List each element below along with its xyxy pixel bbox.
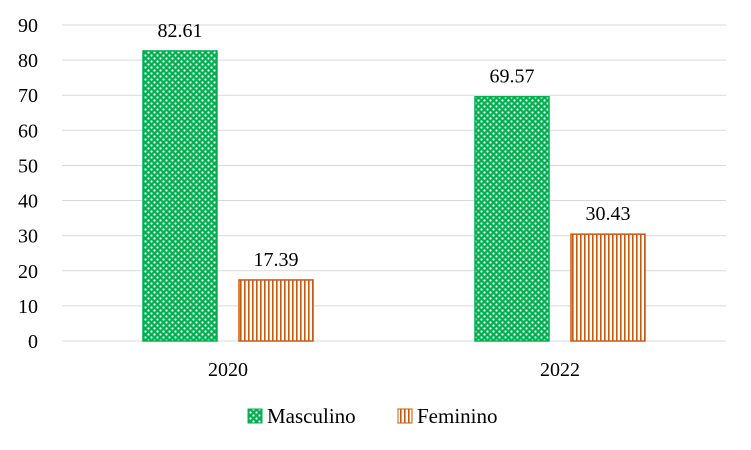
data-label: 17.39 (254, 249, 299, 271)
bar-feminino-2022 (570, 233, 646, 342)
y-tick-label: 20 (18, 261, 38, 283)
data-label: 30.43 (586, 203, 631, 225)
bar-masculino-2020 (142, 50, 218, 342)
y-tick-label: 70 (18, 85, 38, 107)
legend-swatch-feminino (397, 408, 413, 424)
y-tick-label: 90 (18, 15, 38, 37)
bar-feminino-2020 (238, 279, 314, 342)
y-tick-label: 80 (18, 50, 38, 72)
x-axis-categories: 2020 2022 (208, 359, 580, 381)
y-tick-label: 40 (18, 191, 38, 213)
x-category-label: 2020 (208, 359, 248, 381)
y-axis-ticks: 0 10 20 30 40 50 60 70 80 90 (18, 15, 38, 353)
y-tick-label: 60 (18, 120, 38, 142)
bar-masculino-2022 (474, 95, 550, 342)
legend: Masculino Feminino (247, 404, 498, 428)
data-label: 82.61 (158, 20, 203, 42)
y-tick-label: 50 (18, 155, 38, 177)
data-label: 69.57 (490, 66, 535, 88)
data-labels: 82.61 17.39 69.57 30.43 (158, 20, 631, 271)
legend-swatch-masculino (247, 408, 263, 424)
bars (142, 50, 646, 342)
y-tick-label: 0 (28, 331, 38, 353)
y-tick-label: 10 (18, 296, 38, 318)
legend-label-masculino: Masculino (267, 404, 356, 428)
x-category-label: 2022 (540, 359, 580, 381)
legend-label-feminino: Feminino (417, 404, 498, 428)
y-tick-label: 30 (18, 226, 38, 248)
